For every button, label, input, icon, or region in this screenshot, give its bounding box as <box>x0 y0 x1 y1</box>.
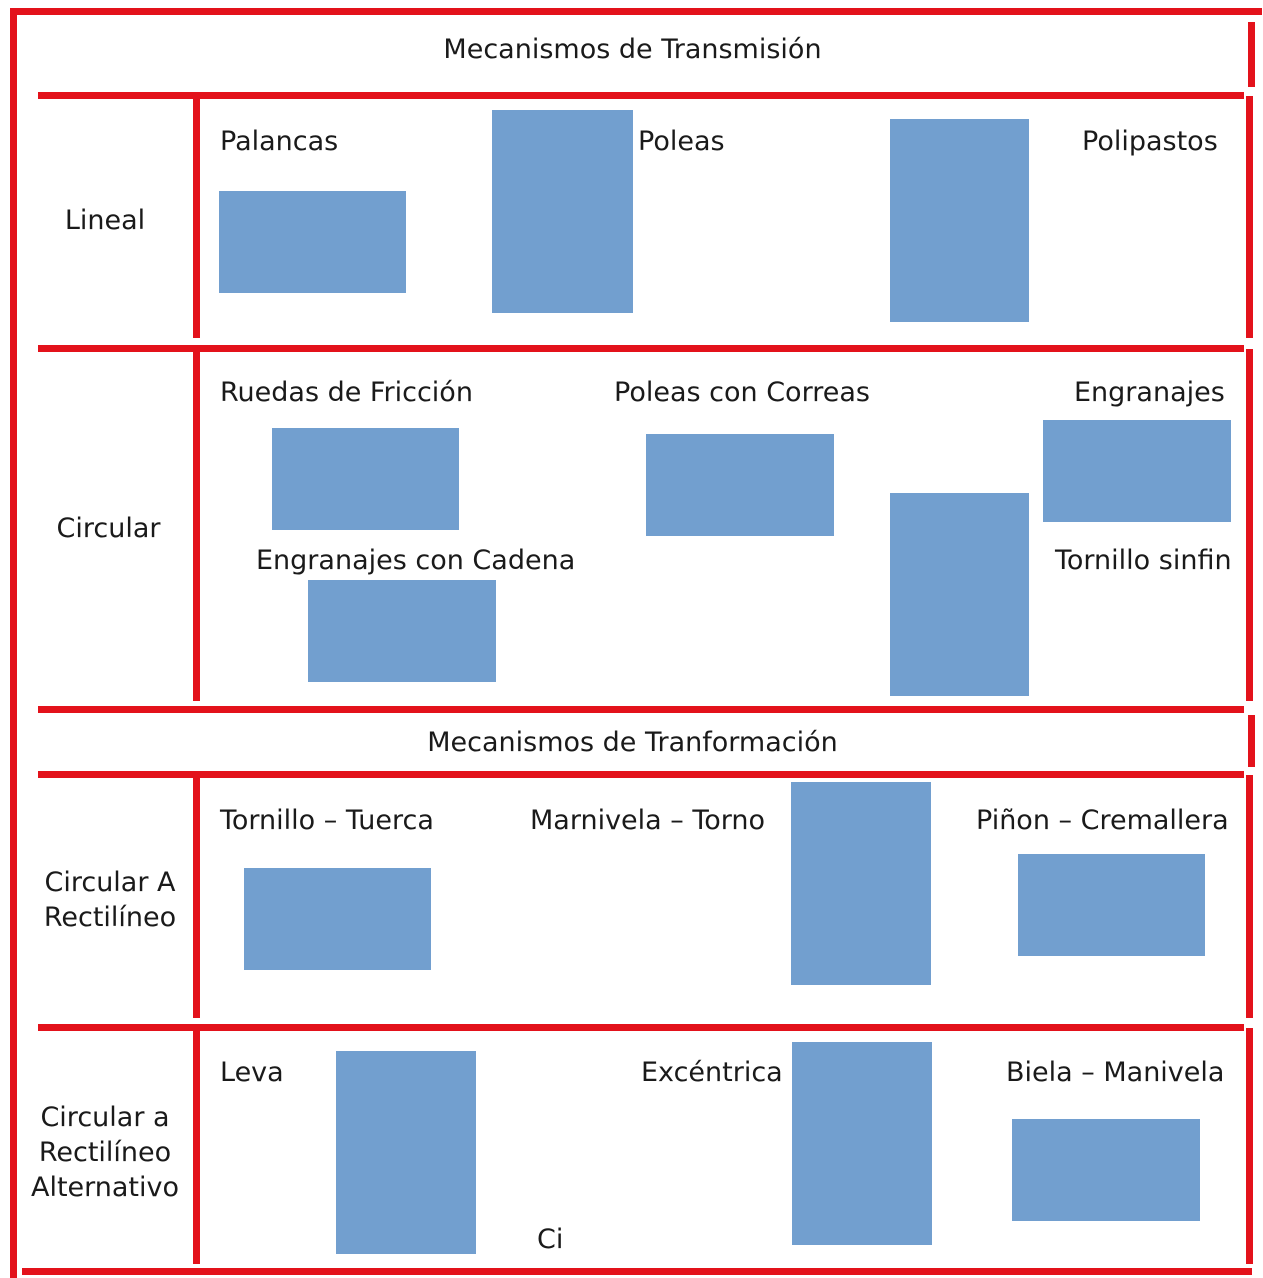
col-divider-circ-rect <box>193 775 200 1018</box>
item-label-biela-manivela: Biela – Manivela <box>1006 1057 1225 1088</box>
image-placeholder-palancas <box>219 191 406 293</box>
item-label-pinon-cremallera: Piñon – Cremallera <box>976 805 1229 836</box>
item-label-excentrica: Excéntrica <box>641 1057 783 1088</box>
image-placeholder-excentrica <box>792 1042 932 1245</box>
row-divider-circular-top <box>38 345 1244 352</box>
stray-text-ci: Ci <box>537 1224 564 1255</box>
row-right-border-circular <box>1246 349 1253 701</box>
image-placeholder-manivela-torno <box>791 782 931 985</box>
item-label-poleas-correas: Poleas con Correas <box>614 377 870 408</box>
frame-bottom-border <box>22 1268 1252 1275</box>
image-placeholder-poleas-correas <box>646 434 834 536</box>
item-label-engranajes: Engranajes <box>1074 377 1225 408</box>
frame-right-border-upper <box>1248 22 1255 87</box>
row-right-border-lineal <box>1246 96 1253 338</box>
image-placeholder-engranajes <box>1043 420 1231 522</box>
section-title-transmision: Mecanismos de Transmisión <box>443 34 822 65</box>
row-divider-circ-rect-top <box>38 771 1244 778</box>
row-label-lineal: Lineal <box>64 205 146 236</box>
image-placeholder-tornillo-tuerca <box>244 868 431 970</box>
frame-left-border <box>10 8 17 1278</box>
item-label-manivela-torno: Marnivela – Torno <box>530 805 766 836</box>
item-label-tornillo-tuerca: Tornillo – Tuerca <box>220 805 434 836</box>
col-divider-circular <box>193 349 200 701</box>
row-divider-lineal-top <box>38 92 1244 99</box>
frame-right-border-middle <box>1248 715 1255 767</box>
frame-top-border <box>10 8 1262 15</box>
item-label-polipastos: Polipastos <box>1082 126 1218 157</box>
image-placeholder-poleas <box>492 110 633 313</box>
image-placeholder-engranajes-cadena <box>308 580 496 682</box>
item-label-leva: Leva <box>220 1057 284 1088</box>
row-divider-circ-rect-alt-top <box>38 1024 1244 1031</box>
section-title-transformacion: Mecanismos de Tranformación <box>427 727 838 758</box>
item-label-tornillo-sinfin: Tornillo sinfin <box>1055 545 1232 576</box>
col-divider-lineal <box>193 96 200 338</box>
image-placeholder-pinon-cremallera <box>1018 854 1205 956</box>
image-placeholder-polipastos <box>890 119 1029 322</box>
item-label-engranajes-cadena: Engranajes con Cadena <box>256 545 576 576</box>
row-label-circular: Circular <box>56 513 161 544</box>
image-placeholder-leva <box>336 1051 476 1254</box>
image-placeholder-tornillo-sinfin <box>890 493 1029 696</box>
row-label-circular-rectilineo-alternativo: Circular a Rectilíneo Alternativo <box>30 1102 180 1203</box>
row-right-border-circ-rect-alt <box>1246 1028 1253 1264</box>
image-placeholder-biela-manivela <box>1012 1119 1200 1221</box>
item-label-ruedas-friccion: Ruedas de Fricción <box>220 377 473 408</box>
item-label-poleas: Poleas <box>638 126 725 157</box>
item-label-palancas: Palancas <box>220 126 339 157</box>
col-divider-circ-rect-alt <box>193 1028 200 1264</box>
row-divider-circular-bottom <box>38 706 1244 713</box>
row-label-circular-rectilineo: Circular A Rectilíneo <box>43 867 177 933</box>
row-right-border-circ-rect <box>1246 775 1253 1018</box>
image-placeholder-ruedas-friccion <box>272 428 459 530</box>
